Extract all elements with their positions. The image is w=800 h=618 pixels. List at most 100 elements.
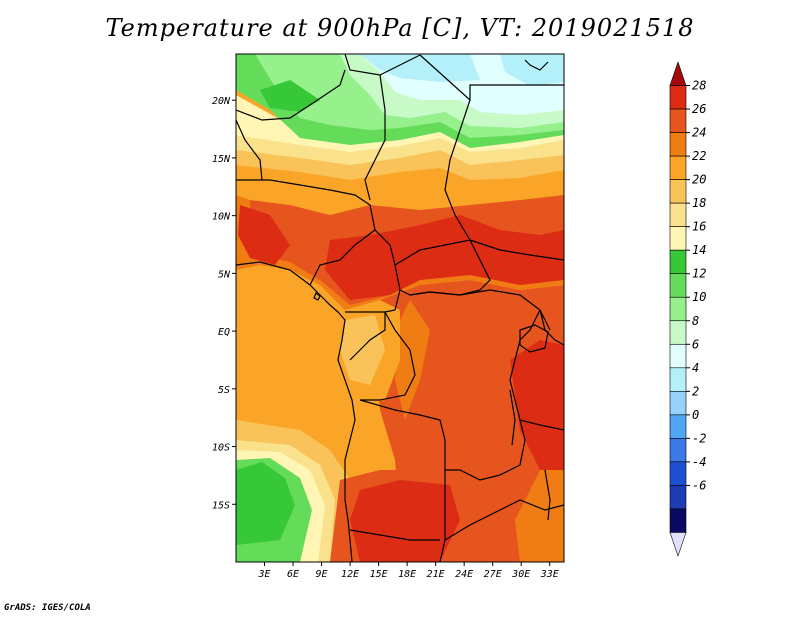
colorbar-level-label: 20 [692, 173, 706, 187]
lon-tick-label: 33E [540, 569, 559, 580]
lat-tick-label: 20N [212, 96, 231, 107]
border-west-africa [236, 119, 263, 181]
colorbar-swatch [669, 132, 687, 157]
island-bioko [313, 292, 321, 301]
colorbar-level-label: -4 [692, 455, 706, 469]
field-t22-gabon [340, 315, 385, 385]
field-t30-car [325, 215, 564, 300]
lon-tick-label: 27E [484, 569, 502, 580]
colorbar-swatch [669, 320, 687, 345]
lat-tick-label: 10S [212, 443, 230, 454]
colorbar-swatch [669, 508, 687, 533]
colorbar-level-label: 28 [692, 79, 706, 93]
border-namibia [349, 529, 440, 541]
colorbar-bottom-arrow [669, 532, 687, 557]
colorbar-swatch [669, 367, 687, 392]
border-cameroon [374, 229, 401, 313]
field-t30-west [238, 205, 290, 265]
colorbar-swatch [669, 85, 687, 110]
lat-tick-label: 15N [212, 154, 231, 165]
lon-tick-label: 18E [398, 569, 416, 580]
colorbar-swatch [669, 461, 687, 486]
colorbar-level-label: 4 [692, 361, 699, 375]
border-congo-drc [360, 311, 416, 401]
plot-frame [235, 53, 565, 563]
border-angola-drc [359, 399, 501, 481]
lat-tick-label: EQ [218, 327, 230, 338]
lat-tick-label: 15S [212, 500, 230, 511]
field-t30-east-rift [510, 340, 564, 480]
colorbar-level-label: 16 [692, 220, 706, 234]
page-title: Temperature at 900hPa [C], VT: 201902151… [105, 14, 695, 42]
border-nigeria [236, 179, 376, 286]
grads-credit: GrADS: IGES/COLA [4, 603, 91, 613]
field-t16-south-west [236, 462, 295, 545]
colorbar-level-label: 22 [692, 149, 706, 163]
field-t22-north-band [236, 140, 564, 180]
colorbar-level-label: 14 [692, 243, 706, 257]
colorbar-swatch [669, 202, 687, 227]
border-east-african-lakes [499, 309, 541, 476]
border-algeria-niger [236, 69, 346, 121]
colorbar-level-label: 2 [692, 384, 699, 398]
lake-victoria [519, 324, 549, 353]
colorbar-swatch [669, 273, 687, 298]
colorbar-swatch [669, 155, 687, 180]
lake-tanganyika [509, 389, 516, 446]
colorbar-swatch [669, 249, 687, 275]
border-chad-sudan [444, 99, 471, 241]
colorbar-top-arrow [669, 61, 687, 86]
lon-tick-label: 15E [370, 569, 388, 580]
border-zambia-south [444, 499, 564, 541]
lon-tick-label: 9E [316, 569, 328, 580]
lon-tick-label: 21E [427, 569, 445, 580]
field-t6-libya [360, 54, 480, 82]
nile-river [524, 59, 549, 71]
lon-tick-label: 24E [455, 569, 473, 580]
colorbar-swatch [669, 414, 687, 439]
colorbar-level-label: -2 [692, 431, 706, 445]
lat-tick-label: 5N [218, 269, 231, 280]
lon-tick-label: 30E [511, 569, 530, 580]
colorbar-swatch [669, 296, 687, 322]
border-sudan-south [469, 239, 564, 261]
colorbar-level-label: 26 [692, 102, 706, 116]
border-uganda-kenya [539, 309, 564, 346]
colorbar-level-label: 8 [692, 314, 699, 328]
border-gabon-congo [345, 311, 386, 361]
colorbar-level-label: 12 [692, 267, 706, 281]
colorbar-level-label: 0 [692, 408, 699, 422]
colorbar-swatch [669, 179, 687, 204]
colorbar-swatch [669, 108, 687, 133]
lon-tick-label: 12E [341, 569, 359, 580]
longitude-axis: 3E 6E 9E 12E 15E 18E 21E 24E 27E 30E 33E [257, 562, 559, 580]
latitude-axis: 20N 15N 10N 5N EQ 5S 10S 15S [212, 96, 236, 511]
lat-tick-label: 5S [218, 385, 230, 396]
field-t30-south [350, 480, 460, 562]
colorbar-level-label: 24 [692, 126, 706, 140]
field-t26-east-basin [515, 470, 564, 562]
lake-malawi [544, 469, 551, 521]
colorbar-swatch [669, 438, 687, 463]
colorbar-level-label: 18 [692, 196, 706, 210]
coastline-gulf-of-guinea [236, 261, 356, 562]
colorbar-level-label: 10 [692, 290, 706, 304]
colorbar-swatch [669, 391, 687, 416]
border-niger-chad [364, 74, 386, 201]
colorbar-swatch [669, 343, 687, 369]
colorbar-level-label: -6 [692, 478, 706, 492]
colorbar-swatch [669, 485, 687, 510]
field-t20-north-band [236, 120, 564, 165]
temperature-field [236, 54, 564, 562]
lon-tick-label: 6E [287, 569, 299, 580]
border-north [344, 54, 564, 102]
field-t16-west-patch [260, 80, 320, 112]
lat-tick-label: 10N [212, 212, 231, 223]
country-borders [236, 54, 564, 562]
lon-tick-label: 3E [257, 569, 270, 580]
colorbar-level-label: 6 [692, 337, 699, 351]
colorbar-swatch [669, 226, 687, 251]
border-tanzania [519, 419, 564, 431]
